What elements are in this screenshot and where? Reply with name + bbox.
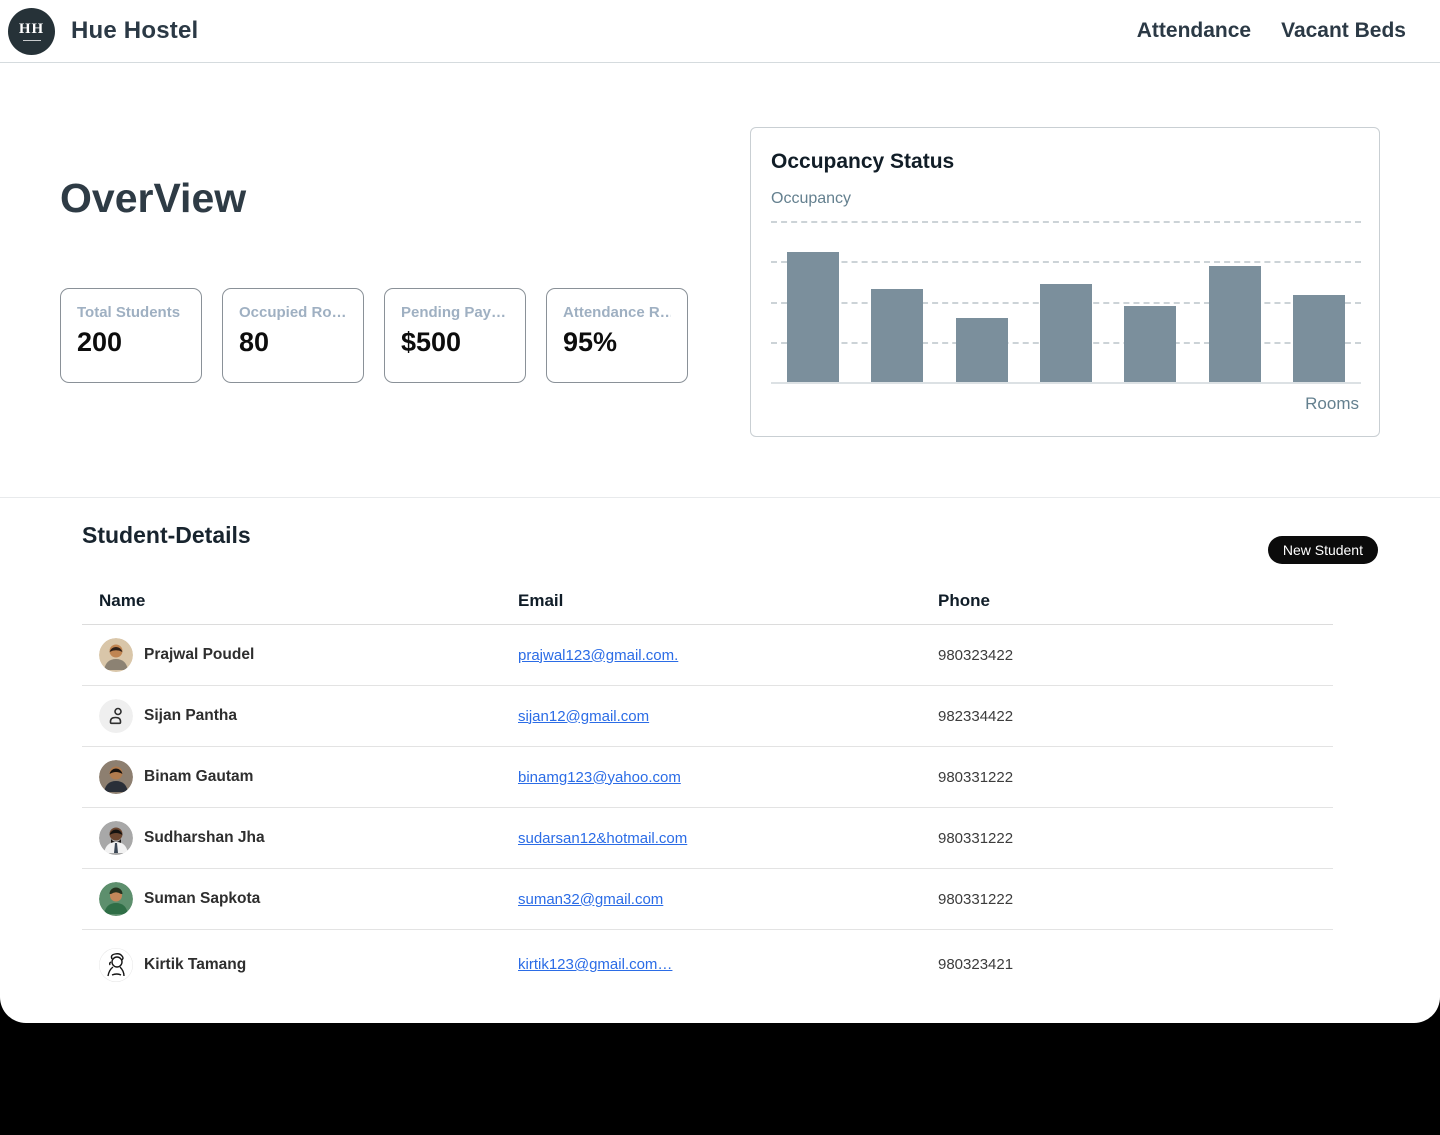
bar <box>871 288 924 382</box>
bar <box>1208 266 1261 382</box>
table-row: Sijan Pantha sijan12@gmail.com 982334422 <box>82 686 1333 747</box>
stat-label: Attendance R… <box>563 304 671 321</box>
logo-monogram: HH <box>18 20 45 37</box>
section-divider <box>0 497 1440 498</box>
student-email-link[interactable]: binamg123@yahoo.com <box>518 768 681 786</box>
student-phone: 980331222 <box>938 890 1014 908</box>
bar <box>787 251 840 382</box>
bar <box>955 317 1008 382</box>
student-photo-avatar <box>99 882 133 916</box>
stat-value: $500 <box>401 327 462 357</box>
chart-y-axis-label: Occupancy <box>771 190 852 207</box>
column-header-email: Email <box>518 591 564 610</box>
stat-label: Occupied Ro… <box>239 304 347 321</box>
name-cell: Binam Gautam <box>82 760 518 794</box>
name-cell: Suman Sapkota <box>82 882 518 916</box>
chart-title: Occupancy Status <box>771 150 955 173</box>
student-name: Prajwal Poudel <box>144 646 255 663</box>
student-phone: 980323422 <box>938 646 1014 664</box>
nav-vacant-beds[interactable]: Vacant Beds <box>1281 19 1406 42</box>
student-photo-avatar <box>99 821 133 855</box>
student-photo-avatar <box>99 638 133 672</box>
name-cell: Sijan Pantha <box>82 699 518 733</box>
bars <box>771 221 1361 382</box>
student-sketch-avatar <box>99 947 133 982</box>
stat-card-occupied-rooms: Occupied Ro… 80 <box>222 288 364 383</box>
x-axis-baseline <box>771 382 1361 384</box>
column-header-phone: Phone <box>938 591 990 610</box>
stat-value: 200 <box>77 327 123 357</box>
student-phone: 980331222 <box>938 829 1014 847</box>
brand-title: Hue Hostel <box>71 17 199 44</box>
student-name: Kirtik Tamang <box>144 955 247 973</box>
student-phone: 980331222 <box>938 768 1014 786</box>
student-name: Sijan Pantha <box>144 707 238 724</box>
student-details-title: Student-Details <box>82 522 251 548</box>
student-email-link[interactable]: prajwal123@gmail.com. <box>518 646 679 664</box>
stat-value: 80 <box>239 327 270 357</box>
name-cell: Prajwal Poudel <box>82 638 518 672</box>
students-table: Name Email Phone Prajwal Poudel <box>82 578 1333 999</box>
main-content: OverView Total Students 200 Occupied Ro…… <box>0 63 1440 1023</box>
stat-cards: Total Students 200 Occupied Ro… 80 Pendi… <box>60 288 688 383</box>
stat-label: Total Students <box>77 304 181 321</box>
hostel-logo: HH <box>8 7 55 55</box>
header: HH Hue Hostel Attendance Vacant Beds <box>0 0 1440 63</box>
student-email-link[interactable]: sijan12@gmail.com <box>518 707 650 725</box>
table-row: Sudharshan Jha sudarsan12&hotmail.com 98… <box>82 808 1333 869</box>
footer-spacer <box>0 1023 1440 1135</box>
table-header-row: Name Email Phone <box>82 578 1333 625</box>
stat-value: 95% <box>563 327 618 357</box>
top-nav: Attendance Vacant Beds <box>1137 19 1406 43</box>
student-email-link[interactable]: kirtik123@gmail.com… <box>518 956 673 973</box>
occupancy-chart-card: Occupancy Status Occupancy Rooms <box>750 127 1380 437</box>
bar <box>1039 283 1092 382</box>
name-cell: Kirtik Tamang <box>82 947 518 982</box>
table-row: Binam Gautam binamg123@yahoo.com 9803312… <box>82 747 1333 808</box>
stat-card-pending-payments: Pending Pay… $500 <box>384 288 526 383</box>
student-name: Binam Gautam <box>144 768 254 785</box>
app-window: HH Hue Hostel Attendance Vacant Beds Ove… <box>0 0 1440 1023</box>
stat-card-total-students: Total Students 200 <box>60 288 202 383</box>
student-phone: 982334422 <box>938 707 1014 725</box>
student-name: Sudharshan Jha <box>144 829 265 846</box>
column-header-name: Name <box>99 591 146 610</box>
page-title: OverView <box>60 175 247 221</box>
new-student-button[interactable]: New Student <box>1267 536 1378 564</box>
logo-rule <box>22 39 41 41</box>
gridline <box>771 261 1361 264</box>
bar <box>1292 295 1345 382</box>
student-phone: 980323421 <box>938 956 1014 973</box>
stat-label: Pending Pay… <box>401 304 507 321</box>
stat-card-attendance-rate: Attendance R… 95% <box>546 288 688 383</box>
nav-attendance[interactable]: Attendance <box>1136 19 1252 42</box>
table-row: Suman Sapkota suman32@gmail.com 98033122… <box>82 869 1333 930</box>
name-cell: Sudharshan Jha <box>82 821 518 855</box>
person-outline-icon <box>99 699 133 733</box>
student-email-link[interactable]: suman32@gmail.com <box>518 890 664 908</box>
chart-x-axis-label: Rooms <box>1305 394 1359 413</box>
gridline <box>771 221 1361 223</box>
table-row: Kirtik Tamang kirtik123@gmail.com… 98032… <box>82 930 1333 999</box>
bar <box>1124 306 1177 382</box>
student-photo-avatar <box>99 760 133 794</box>
table-row: Prajwal Poudel prajwal123@gmail.com. 980… <box>82 625 1333 686</box>
student-email-link[interactable]: sudarsan12&hotmail.com <box>518 829 688 847</box>
student-name: Suman Sapkota <box>144 890 261 907</box>
bar-chart-plot <box>771 221 1361 384</box>
